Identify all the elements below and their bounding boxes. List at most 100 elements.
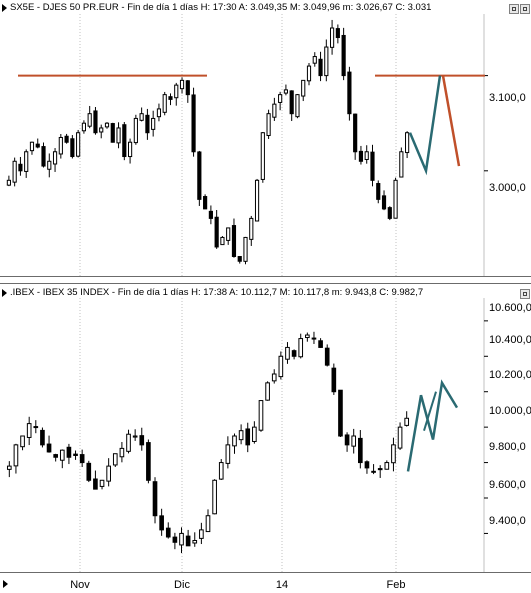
bottom-candle-body (99, 479, 105, 487)
bottom-candle-body (384, 462, 390, 470)
top-candle-body (266, 113, 271, 137)
top-candle-body (104, 122, 110, 128)
bottom-candle-body (265, 382, 270, 401)
top-candle-body (64, 135, 69, 143)
bottom-candle-body (73, 453, 78, 456)
top-candle-body (405, 132, 410, 154)
bottom-candle-body (199, 529, 204, 539)
x-label-feb: Feb (386, 579, 406, 591)
top-candle-body (214, 216, 219, 248)
top-candle-body (329, 27, 335, 48)
top-candle-body (76, 132, 81, 157)
bottom-candle-body (86, 462, 92, 481)
panel-collapse-arrow-icon[interactable] (2, 4, 7, 12)
bottom-candle-body (305, 334, 310, 339)
top-candle-body (58, 136, 63, 155)
panel-collapse-arrow-icon[interactable] (2, 289, 7, 297)
top-candle-body (376, 183, 381, 200)
top-candle-body (312, 56, 317, 64)
bottom-candle-body (79, 454, 85, 464)
bottom-candle-body (59, 449, 65, 461)
top-candle-body (301, 79, 306, 97)
top-candle-body (278, 94, 283, 103)
bottom-candle-body (338, 389, 343, 437)
bottom-panel-close-button[interactable] (520, 289, 530, 299)
bottom-candle-body (212, 479, 217, 515)
top-candle-body (203, 196, 208, 210)
top-candle-body (306, 65, 312, 82)
bottom-candle-body (139, 435, 145, 446)
top-candle-body (283, 89, 289, 94)
top-candle-body (162, 94, 167, 113)
bottom-projection-teal (406, 379, 459, 472)
bottom-candle-body (218, 462, 224, 480)
bottom-panel-title: .IBEX - IBEX 35 INDEX - Fin de día 1 día… (10, 287, 424, 298)
bottom-candle-body (33, 426, 39, 429)
bottom-candle-body (245, 428, 251, 446)
top-candle-body (295, 94, 300, 118)
bottom-candle-body (46, 443, 52, 453)
top-panel-bottom-border (0, 276, 531, 277)
top-candle-body (185, 80, 190, 96)
top-candle-body (174, 84, 179, 99)
scroll-left-arrow-icon[interactable] (3, 580, 8, 588)
top-candle-body (335, 28, 340, 39)
bottom-candle-body (159, 515, 164, 531)
top-panel-header: SX5E - DJES 50 PR.EUR - Fin de día 1 día… (0, 1, 531, 15)
top-panel-restore-button[interactable] (509, 4, 519, 14)
top-candle-body (272, 103, 277, 118)
top-candle-body (353, 113, 358, 153)
bottom-candle-body (351, 435, 357, 447)
top-candle-body (29, 141, 35, 152)
top-panel-close-button[interactable] (520, 4, 530, 14)
top-candle-body (347, 71, 352, 115)
bottom-candle-body (106, 465, 111, 482)
bottom-candle-body (179, 532, 184, 546)
x-label-nov: Nov (70, 579, 90, 591)
top-panel-title: SX5E - DJES 50 PR.EUR - Fin de día 1 día… (10, 2, 432, 13)
top-candle-body (127, 141, 133, 158)
top-candle-body (52, 151, 58, 165)
bottom-projection-teal-inner (423, 391, 437, 431)
bottom-candle-body (371, 470, 376, 473)
bottom-candle-body (93, 478, 98, 490)
top-candle-body (381, 195, 387, 210)
bottom-candle-body (26, 423, 32, 438)
bottom-candle-body (397, 426, 403, 449)
bottom-candle-body (364, 461, 370, 469)
restore-icon (512, 7, 516, 11)
bottom-candle-body (258, 400, 264, 431)
bottom-candle-body (66, 446, 72, 458)
top-candle-body (35, 143, 40, 148)
top-candle-body (179, 79, 185, 90)
top-candle-body (237, 256, 242, 262)
top-candle-body (399, 151, 404, 178)
top-candle-body (47, 160, 52, 170)
bottom-candle-body (146, 442, 151, 481)
bottom-candle-body (404, 417, 410, 426)
bottom-candle-body (238, 430, 244, 441)
bottom-y-tick-9800: 9.800,0 (489, 441, 526, 453)
top-candle-body (41, 146, 46, 167)
bottom-candle-body (112, 453, 118, 466)
top-candle-body (87, 113, 92, 127)
top-candle-body (110, 123, 115, 143)
bottom-candle-body (205, 515, 211, 533)
top-candle-body (208, 210, 213, 219)
bottom-candle-body (172, 536, 178, 543)
top-candle-body (318, 58, 323, 77)
top-candle-body (93, 110, 98, 134)
top-candle-body (358, 150, 364, 162)
x-label-dic: Dic (174, 579, 190, 591)
bottom-y-tick-10200: 10.200,0 (489, 369, 531, 381)
bottom-candle-body (40, 429, 45, 446)
bottom-y-tick-9600: 9.600,0 (489, 479, 526, 491)
bottom-candle-body (126, 433, 131, 452)
bottom-candle-body (152, 481, 158, 517)
top-candle-body (364, 151, 369, 160)
bottom-candle-body (192, 540, 198, 544)
panel-divider[interactable] (0, 283, 531, 284)
top-candle-body (122, 124, 127, 158)
